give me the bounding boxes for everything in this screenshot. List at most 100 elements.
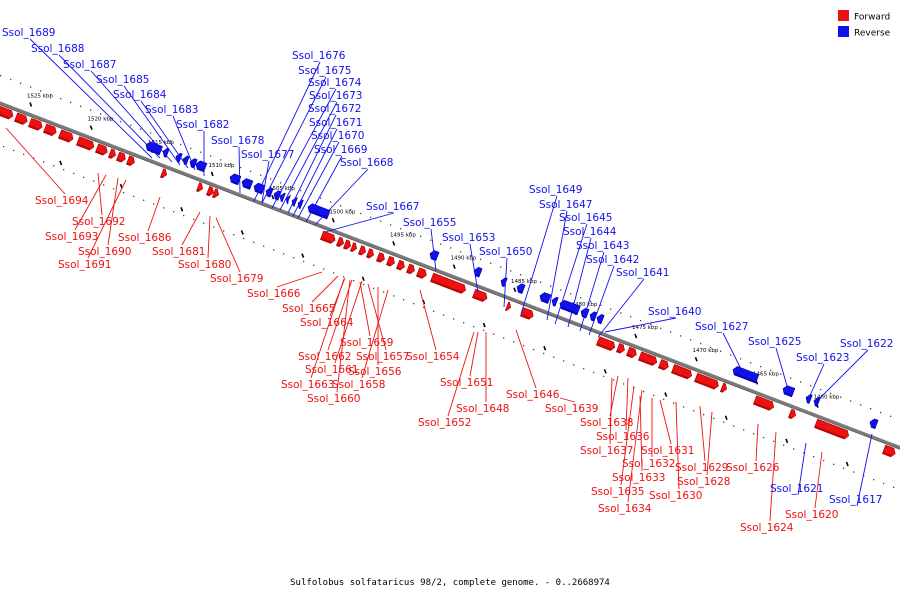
- gene-shadow: [243, 185, 251, 190]
- label-connector: [334, 280, 363, 364]
- label-connector: [147, 196, 161, 232]
- guide-dot: [780, 373, 782, 375]
- tick-mark: [452, 264, 456, 269]
- reverse-gene: [559, 299, 581, 316]
- gene-label-ssol-1654: Ssol_1654: [406, 351, 460, 363]
- guide-dot: [760, 365, 762, 368]
- tick-label: 1485 kbp: [511, 279, 537, 285]
- guide-dot: [303, 260, 305, 263]
- gene-shadow: [116, 158, 122, 163]
- guide-dot: [570, 293, 572, 295]
- guide-dot: [653, 394, 655, 397]
- gene-labels: Ssol_1689 Ssol_1688 Ssol_1687 Ssol_1685 Ssol…: [2, 27, 893, 534]
- gene-shadow: [14, 119, 24, 125]
- forward-gene: [671, 364, 693, 380]
- gene-label-ssol-1668: Ssol_1668: [340, 157, 393, 169]
- forward-gene: [416, 267, 427, 279]
- gene-label-ssol-1678: Ssol_1678: [211, 135, 264, 147]
- guide-dot: [773, 440, 775, 443]
- forward-gene: [658, 359, 669, 371]
- gene-label-ssol-1691: Ssol_1691: [58, 259, 111, 271]
- forward-gene: [376, 252, 385, 263]
- reverse-gene: [869, 418, 879, 430]
- guide-dot: [83, 176, 85, 178]
- label-connector: [310, 278, 345, 379]
- gene-label-ssol-1651: Ssol_1651: [440, 377, 493, 389]
- gene-label-ssol-1639: Ssol_1639: [545, 403, 598, 415]
- label-connector: [699, 405, 706, 462]
- guide-dot: [630, 316, 632, 318]
- legend-label-forward: Forward: [854, 13, 890, 23]
- forward-gene: [76, 136, 95, 151]
- gene-shadow: [76, 143, 91, 151]
- gene-label-ssol-1667: Ssol_1667: [366, 201, 419, 213]
- gene-shadow: [206, 192, 210, 196]
- guide-dot: [470, 254, 472, 257]
- gene-shadow: [320, 237, 332, 244]
- label-connector: [817, 349, 869, 401]
- gene-label-ssol-1635: Ssol_1635: [591, 486, 644, 498]
- guide-dot: [220, 159, 222, 161]
- guide-dot: [10, 78, 12, 81]
- guide-dot: [70, 101, 72, 104]
- gene-shadow: [518, 290, 523, 294]
- tick-mark: [89, 125, 93, 130]
- guide-dot: [363, 283, 365, 286]
- guide-dot: [300, 189, 302, 192]
- guide-dot: [420, 235, 422, 238]
- tick-mark: [29, 102, 33, 107]
- gene-shadow: [58, 136, 70, 143]
- guide-dot: [810, 385, 812, 387]
- forward-gene: [336, 236, 344, 247]
- gene-label-ssol-1694: Ssol_1694: [35, 195, 89, 207]
- guide-dot: [573, 364, 575, 366]
- gene-body: [116, 151, 126, 163]
- label-connector: [609, 377, 613, 445]
- guide-dot: [650, 323, 652, 326]
- gene-shadow: [807, 400, 810, 404]
- gene-label-ssol-1627: Ssol_1627: [695, 321, 748, 333]
- guide-dot: [63, 168, 65, 171]
- guide-dot: [480, 258, 482, 261]
- forward-gene: [788, 408, 796, 420]
- guide-dot: [683, 406, 685, 408]
- gene-shadow: [267, 194, 271, 198]
- reverse-gene: [596, 314, 605, 325]
- label-connector: [775, 347, 791, 397]
- label-connector: [336, 279, 351, 393]
- label-connector: [604, 317, 677, 333]
- gene-label-ssol-1676: Ssol_1676: [292, 50, 346, 62]
- guide-dot: [350, 208, 352, 211]
- guide-dot: [353, 279, 355, 282]
- guide-dot: [43, 161, 45, 163]
- guide-dot: [193, 218, 195, 221]
- label-connector: [503, 257, 508, 308]
- forward-gene: [58, 129, 74, 143]
- gene-label-ssol-1642: Ssol_1642: [586, 254, 639, 266]
- gene-label-ssol-1622: Ssol_1622: [840, 338, 893, 350]
- label-connector: [469, 331, 479, 377]
- guide-dot: [590, 300, 592, 303]
- guide-dot: [693, 410, 695, 412]
- guide-dot: [460, 251, 462, 253]
- guide-dot: [483, 329, 485, 332]
- guide-dot: [790, 377, 792, 379]
- label-connector: [261, 76, 327, 204]
- guide-dot: [890, 415, 892, 417]
- guide-dot: [873, 479, 875, 481]
- tick-mark: [845, 461, 849, 467]
- gene-label-ssol-1625: Ssol_1625: [748, 336, 801, 348]
- guide-dot: [293, 257, 295, 259]
- guide-dot: [783, 444, 785, 446]
- label-connector: [276, 271, 323, 288]
- label-connector: [29, 38, 153, 159]
- label-connector: [597, 278, 645, 338]
- tick-mark: [119, 183, 123, 189]
- tick-mark: [603, 369, 607, 374]
- label-connector: [5, 127, 66, 195]
- gene-shadow: [0, 112, 10, 120]
- gene-body: [430, 272, 466, 294]
- forward-gene: [386, 255, 395, 267]
- gene-label-ssol-1657: Ssol_1657: [356, 351, 409, 363]
- guide-dot: [740, 358, 742, 360]
